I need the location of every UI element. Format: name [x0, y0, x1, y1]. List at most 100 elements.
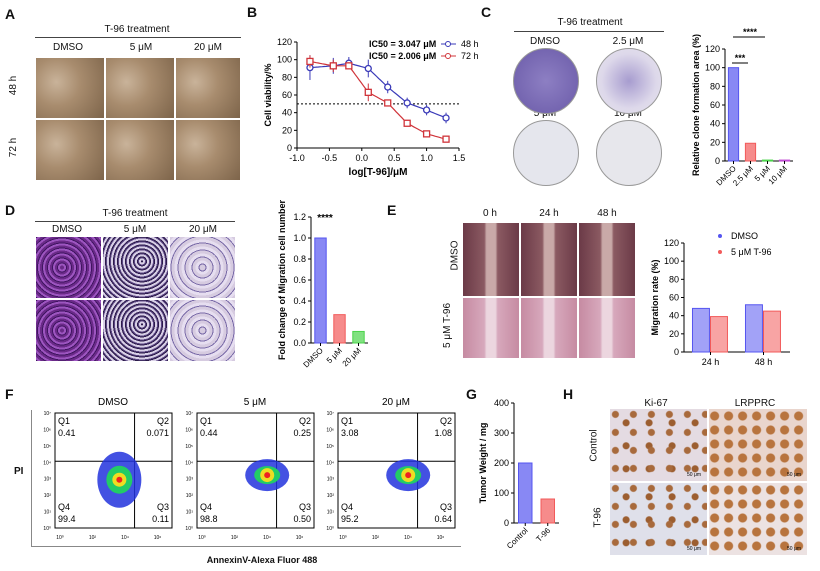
y-tick-label: 0 [715, 156, 720, 166]
bar [314, 237, 327, 344]
y-tick-label: 100 [705, 63, 720, 73]
x-tick-label: 48 h [755, 357, 773, 367]
x-tick-label: 10² [372, 535, 380, 541]
ic50-annotation: IC50 = 3.047 μM [369, 39, 436, 49]
y-tick-label: 400 [494, 398, 509, 408]
divider [35, 221, 235, 222]
flow-plot-title: 20 μM [382, 397, 410, 408]
ihc-image [708, 482, 808, 556]
bar [778, 159, 791, 162]
scale-bar: 50 μm [787, 546, 801, 552]
y-tick-label: 0 [504, 518, 509, 528]
panel-label-h: H [563, 386, 574, 402]
x-tick-label: 1.5 [453, 153, 466, 163]
panel-label-a: A [5, 6, 16, 22]
y-tick-label: 10⁶ [185, 427, 193, 433]
quadrant-value: 0.50 [293, 514, 311, 524]
panel-label-g: G [466, 386, 477, 402]
x-tick-label: 24 h [702, 357, 720, 367]
significance-label: *** [735, 53, 746, 63]
col-label: 5 μM [123, 224, 147, 235]
y-tick-label: 10⁶ [326, 427, 334, 433]
quadrant-value: 0.64 [434, 514, 452, 524]
significance-label: **** [317, 213, 333, 224]
legend-label: 48 h [461, 39, 479, 49]
panel-label-e: E [387, 202, 397, 218]
cell-population-core [405, 472, 412, 479]
micrograph [105, 57, 175, 119]
panel-label-b: B [247, 4, 258, 20]
x-tick-label: 10 μM [767, 164, 789, 186]
x-axis-label: log[T-96]/μM [349, 167, 408, 178]
quadrant-value: 0.44 [200, 428, 218, 438]
y-tick-label: 10³ [186, 477, 194, 483]
bar [727, 67, 740, 162]
micrograph [169, 299, 236, 362]
x-tick-label: -0.5 [322, 153, 338, 163]
x-tick-label: -1.0 [289, 153, 305, 163]
divider [514, 31, 664, 32]
scale-bar: 50 μm [687, 472, 701, 478]
y-tick-label: 40 [710, 119, 720, 129]
quadrant-name: Q4 [58, 502, 70, 512]
y-tick-label: 10³ [327, 477, 335, 483]
panel-label-f: F [5, 386, 14, 402]
micrograph [102, 299, 169, 362]
legend-marker [718, 250, 722, 254]
y-tick-label: 80 [710, 81, 720, 91]
col-label: 5 μM [129, 42, 153, 53]
panel-label-c: C [481, 4, 492, 20]
x-tick-label: 10⁴ [121, 535, 129, 541]
bar [761, 159, 774, 162]
quadrant-value: 0.11 [152, 514, 169, 524]
micrograph [105, 119, 175, 181]
y-tick-label: 20 [710, 137, 720, 147]
quadrant-value: 98.8 [200, 514, 218, 524]
colony-dish [513, 120, 579, 186]
col-label: LRPPRC [734, 398, 776, 409]
quadrant-name: Q2 [440, 416, 452, 426]
y-tick-label: 10⁴ [326, 460, 334, 466]
colony-dish [513, 48, 579, 114]
x-tick-label: 10² [231, 535, 239, 541]
data-point [422, 106, 431, 114]
y-axis-label: Fold change of Migration cell number [277, 200, 287, 361]
ihc-image [609, 408, 708, 482]
x-tick-label: 0.5 [388, 153, 401, 163]
f-ylabel: PI [14, 466, 24, 477]
data-point [384, 99, 392, 107]
quadrant-value: 95.2 [341, 514, 359, 524]
y-tick-label: 120 [705, 44, 720, 54]
data-point [329, 62, 337, 70]
quadrant-name: Q3 [440, 502, 452, 512]
y-tick-label: 10² [327, 493, 335, 499]
legend-label: DMSO [731, 231, 758, 241]
micrograph [169, 236, 236, 299]
col-label: DMSO [52, 224, 82, 235]
y-tick-label: 10⁷ [186, 411, 194, 417]
y-tick-label: 10⁵ [43, 444, 51, 450]
y-tick-label: 120 [664, 238, 679, 248]
scale-bar: 50 μm [787, 472, 801, 478]
y-tick-label: 10⁶ [43, 427, 51, 433]
quadrant-name: Q2 [299, 416, 311, 426]
x-tick-label: 10⁶ [437, 535, 445, 541]
micrograph [102, 236, 169, 299]
fit-curve [306, 60, 447, 140]
y-tick-label: 10¹ [44, 510, 52, 516]
y-tick-label: 60 [669, 293, 679, 303]
wound-image [578, 297, 636, 359]
x-tick-label: Control [505, 526, 530, 551]
x-tick-label: 10⁴ [263, 535, 271, 541]
y-tick-label: 10⁵ [185, 444, 193, 450]
col-label: 20 μM [194, 42, 222, 53]
data-point [306, 57, 314, 66]
legend-marker [445, 53, 451, 59]
y-tick-label: 60 [282, 90, 292, 100]
frame [31, 546, 461, 547]
cell-population-core [116, 476, 123, 483]
x-tick-label: 10⁰ [56, 535, 64, 541]
data-point [364, 64, 372, 73]
x-tick-label: 10⁶ [154, 535, 162, 541]
